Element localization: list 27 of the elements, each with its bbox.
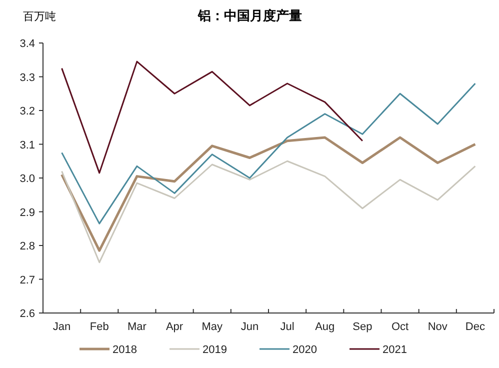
x-tick-label: Sep [352,321,372,333]
x-tick-label: Nov [428,321,448,333]
legend-label: 2020 [292,344,317,356]
y-tick-label: 3.3 [20,72,35,84]
x-tick-label: Feb [90,321,109,333]
x-tick-label: Dec [465,321,486,333]
y-tick-label: 3.2 [20,106,35,118]
x-tick-label: Jul [280,321,294,333]
legend-label: 2021 [382,344,407,356]
y-tick-label: 3.0 [20,173,35,185]
x-tick-label: Mar [127,321,147,333]
legend-label: 2018 [112,344,137,356]
y-tick-label: 2.6 [20,308,35,320]
x-tick-label: Oct [391,321,409,333]
legend-label: 2019 [202,344,227,356]
x-tick-label: Apr [166,321,184,333]
title: 铝：中国月度产量 [198,8,302,23]
y-tick-label: 2.9 [20,206,35,219]
y-tick-label: 2.8 [20,240,35,252]
x-tick-label: Jun [240,321,259,333]
y-tick-label: 2.7 [20,274,35,286]
y-tick-label: 3.1 [20,139,35,152]
ylabel: 百万吨 [23,11,56,23]
x-tick-label: May [202,321,224,333]
x-tick-label: Jan [52,321,71,333]
y-tick-label: 3.4 [20,38,35,50]
x-tick-label: Aug [315,321,335,333]
